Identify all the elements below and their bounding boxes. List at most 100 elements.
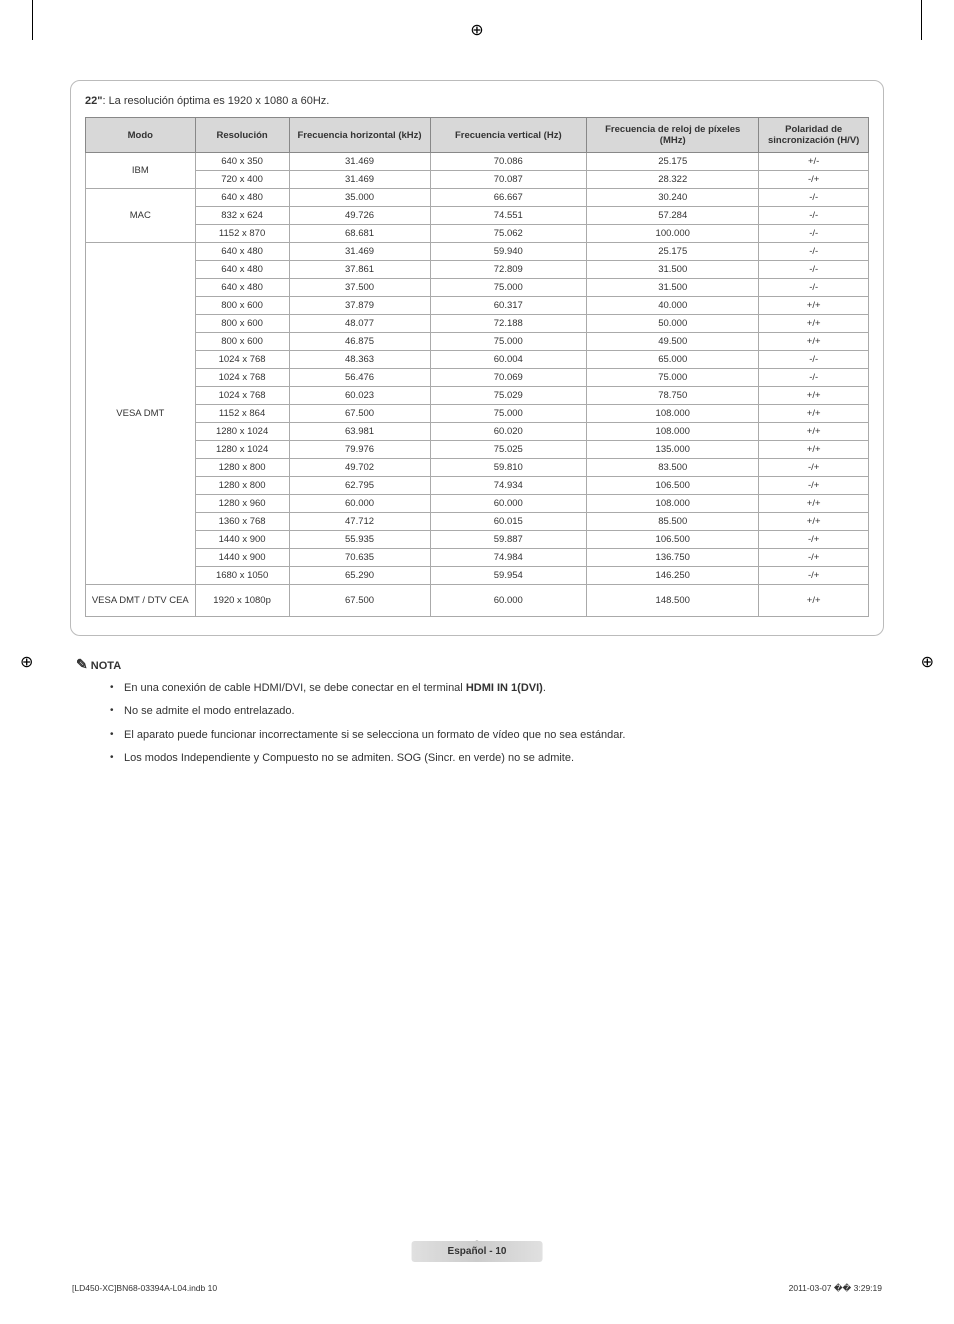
nota-item: Los modos Independiente y Compuesto no s…: [110, 751, 884, 766]
nota-post: .: [543, 682, 546, 694]
table-cell: 640 x 480: [195, 189, 289, 207]
mode-cell: VESA DMT: [86, 243, 196, 585]
table-cell: 85.500: [587, 513, 759, 531]
table-row: VESA DMT / DTV CEA1920 x 1080p67.50060.0…: [86, 585, 869, 617]
table-cell: 31.469: [289, 171, 430, 189]
table-cell: 55.935: [289, 531, 430, 549]
nota-text: Los modos Independiente y Compuesto no s…: [124, 752, 574, 764]
table-cell: 75.025: [430, 441, 587, 459]
table-cell: 49.500: [587, 333, 759, 351]
table-cell: 75.000: [430, 279, 587, 297]
table-cell: +/+: [759, 315, 869, 333]
table-cell: 47.712: [289, 513, 430, 531]
table-row: IBM640 x 35031.46970.08625.175+/-: [86, 153, 869, 171]
table-cell: 65.000: [587, 351, 759, 369]
table-cell: 59.940: [430, 243, 587, 261]
section-title: 22": La resolución óptima es 1920 x 1080…: [85, 95, 869, 107]
table-cell: 37.879: [289, 297, 430, 315]
table-row: 1280 x 80062.79574.934106.500-/+: [86, 477, 869, 495]
crop-mark-tl: [32, 0, 33, 40]
table-cell: 70.086: [430, 153, 587, 171]
table-cell: 60.317: [430, 297, 587, 315]
table-cell: 108.000: [587, 405, 759, 423]
table-cell: 60.004: [430, 351, 587, 369]
nota-title: ✎ NOTA: [76, 656, 884, 673]
table-cell: 1920 x 1080p: [195, 585, 289, 617]
table-row: 1360 x 76847.71260.01585.500+/+: [86, 513, 869, 531]
table-row: 800 x 60046.87575.00049.500+/+: [86, 333, 869, 351]
nota-section: ✎ NOTA En una conexión de cable HDMI/DVI…: [70, 656, 884, 767]
table-cell: 46.875: [289, 333, 430, 351]
table-cell: -/+: [759, 531, 869, 549]
table-cell: 1152 x 864: [195, 405, 289, 423]
table-cell: 25.175: [587, 243, 759, 261]
table-header: Frecuencia horizontal (kHz): [289, 118, 430, 153]
table-cell: 75.029: [430, 387, 587, 405]
table-row: 1680 x 105065.29059.954146.250-/+: [86, 567, 869, 585]
table-row: 800 x 60048.07772.18850.000+/+: [86, 315, 869, 333]
table-row: 1152 x 87068.68175.062100.000-/-: [86, 225, 869, 243]
table-cell: 59.954: [430, 567, 587, 585]
table-cell: 40.000: [587, 297, 759, 315]
table-cell: -/-: [759, 225, 869, 243]
table-cell: 31.469: [289, 243, 430, 261]
writing-icon: ✎: [76, 656, 88, 672]
table-row: 1280 x 80049.70259.81083.500-/+: [86, 459, 869, 477]
table-cell: 67.500: [289, 585, 430, 617]
table-cell: 75.062: [430, 225, 587, 243]
table-cell: 70.635: [289, 549, 430, 567]
nota-list: En una conexión de cable HDMI/DVI, se de…: [110, 681, 884, 767]
table-cell: 60.023: [289, 387, 430, 405]
table-row: 1440 x 90055.93559.887106.500-/+: [86, 531, 869, 549]
table-cell: 78.750: [587, 387, 759, 405]
table-cell: 74.934: [430, 477, 587, 495]
table-cell: 75.000: [430, 333, 587, 351]
table-cell: 136.750: [587, 549, 759, 567]
table-cell: 49.702: [289, 459, 430, 477]
table-cell: 1280 x 1024: [195, 441, 289, 459]
table-cell: 75.000: [587, 369, 759, 387]
table-cell: 1024 x 768: [195, 387, 289, 405]
nota-item: No se admite el modo entrelazado.: [110, 704, 884, 719]
table-cell: 56.476: [289, 369, 430, 387]
table-cell: 75.000: [430, 405, 587, 423]
table-cell: 800 x 600: [195, 333, 289, 351]
table-cell: 70.087: [430, 171, 587, 189]
table-cell: -/-: [759, 351, 869, 369]
table-row: VESA DMT640 x 48031.46959.94025.175-/-: [86, 243, 869, 261]
table-row: 720 x 40031.46970.08728.322-/+: [86, 171, 869, 189]
table-cell: +/+: [759, 387, 869, 405]
footer-page: 10: [495, 1246, 506, 1257]
table-cell: 70.069: [430, 369, 587, 387]
table-cell: 60.020: [430, 423, 587, 441]
table-cell: +/+: [759, 297, 869, 315]
table-cell: -/+: [759, 459, 869, 477]
table-row: 1280 x 102463.98160.020108.000+/+: [86, 423, 869, 441]
title-bold: 22": [85, 95, 102, 107]
table-cell: 57.284: [587, 207, 759, 225]
table-cell: 72.188: [430, 315, 587, 333]
table-cell: 1024 x 768: [195, 369, 289, 387]
table-cell: 60.000: [289, 495, 430, 513]
bottom-left: [LD450-XC]BN68-03394A-L04.indb 10: [72, 1283, 217, 1294]
table-cell: +/+: [759, 405, 869, 423]
table-cell: 31.469: [289, 153, 430, 171]
table-cell: 720 x 400: [195, 171, 289, 189]
table-row: 1152 x 86467.50075.000108.000+/+: [86, 405, 869, 423]
table-row: 1024 x 76856.47670.06975.000-/-: [86, 369, 869, 387]
table-row: 832 x 62449.72674.55157.284-/-: [86, 207, 869, 225]
table-cell: -/-: [759, 261, 869, 279]
table-cell: +/-: [759, 153, 869, 171]
table-cell: 1280 x 800: [195, 459, 289, 477]
table-cell: 68.681: [289, 225, 430, 243]
table-header: Modo: [86, 118, 196, 153]
table-cell: 49.726: [289, 207, 430, 225]
table-cell: 67.500: [289, 405, 430, 423]
table-cell: +/+: [759, 333, 869, 351]
table-cell: 30.240: [587, 189, 759, 207]
table-cell: 59.887: [430, 531, 587, 549]
table-cell: +/+: [759, 585, 869, 617]
table-cell: 1280 x 800: [195, 477, 289, 495]
table-cell: +/+: [759, 423, 869, 441]
table-cell: 74.551: [430, 207, 587, 225]
